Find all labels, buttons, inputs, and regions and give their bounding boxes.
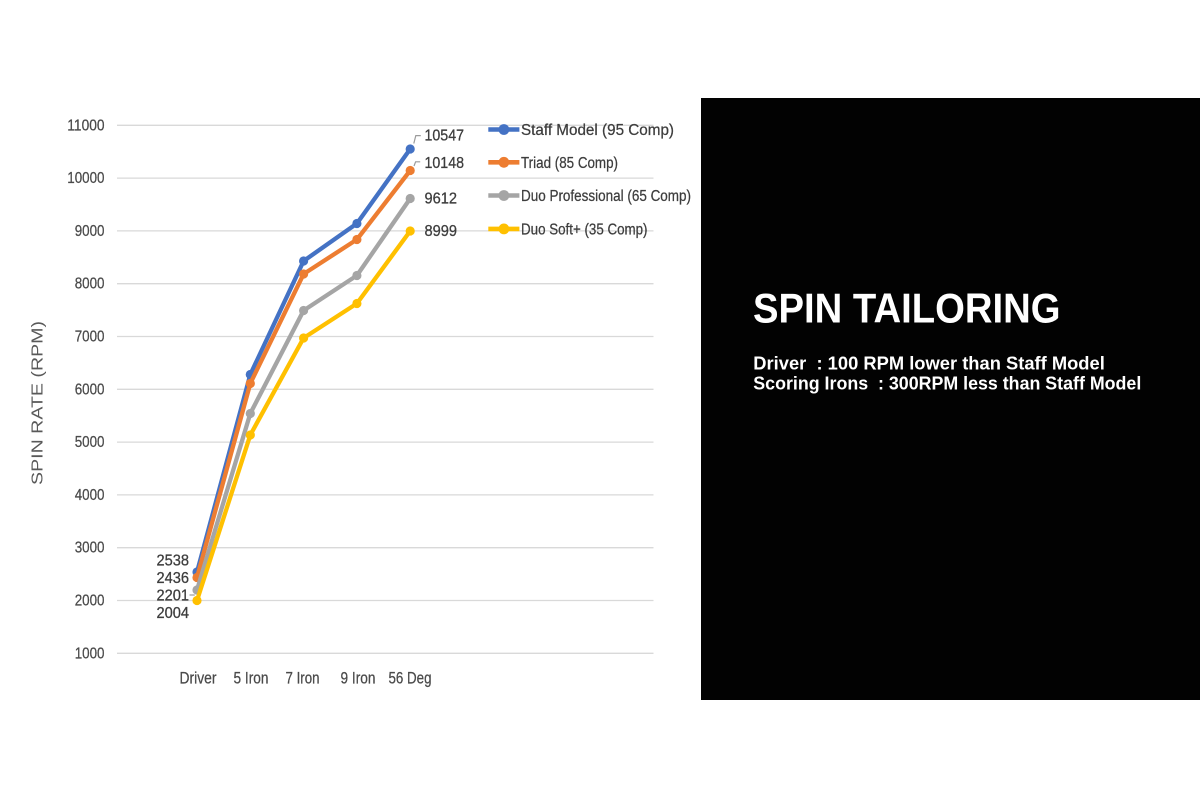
svg-text:11000: 11000: [67, 117, 105, 134]
svg-text:10148: 10148: [425, 155, 465, 172]
svg-text:1000: 1000: [75, 645, 105, 662]
svg-text:SPIN RATE (RPM): SPIN RATE (RPM): [29, 321, 46, 485]
svg-text:8000: 8000: [75, 276, 105, 293]
svg-text:4000: 4000: [75, 487, 105, 504]
svg-text:SPIN TAILORING: SPIN TAILORING: [753, 285, 1061, 332]
svg-text:Scoring Irons : 300RPM less t: Scoring Irons : 300RPM less than Staff M…: [753, 374, 1141, 394]
svg-text:2538: 2538: [157, 553, 190, 570]
svg-text:5000: 5000: [75, 434, 105, 451]
svg-text:9000: 9000: [75, 223, 105, 240]
svg-text:2201: 2201: [157, 588, 190, 605]
svg-text:10547: 10547: [425, 128, 465, 145]
svg-text:5 Iron: 5 Iron: [234, 670, 269, 688]
svg-text:2436: 2436: [157, 570, 190, 587]
svg-text:9 Iron: 9 Iron: [341, 670, 376, 688]
svg-text:3000: 3000: [75, 540, 105, 557]
svg-text:56 Deg: 56 Deg: [389, 670, 432, 688]
svg-text:9612: 9612: [425, 191, 458, 208]
svg-text:8999: 8999: [425, 223, 458, 240]
svg-text:Duo Soft+ (35 Comp): Duo Soft+ (35 Comp): [521, 222, 648, 239]
svg-text:2000: 2000: [75, 593, 105, 610]
svg-text:7 Iron: 7 Iron: [286, 670, 320, 688]
svg-text:Duo Professional (65 Comp): Duo Professional (65 Comp): [521, 188, 691, 205]
svg-text:10000: 10000: [67, 170, 105, 187]
svg-text:7000: 7000: [75, 329, 105, 346]
svg-text:Triad (85 Comp): Triad (85 Comp): [521, 155, 618, 172]
svg-text:Driver: Driver: [180, 670, 217, 688]
svg-text:Driver : 100 RPM lower than S: Driver : 100 RPM lower than Staff Model: [753, 353, 1105, 373]
svg-text:2004: 2004: [157, 605, 190, 622]
svg-text:Staff Model (95 Comp): Staff Model (95 Comp): [521, 122, 674, 139]
svg-text:6000: 6000: [75, 381, 105, 398]
